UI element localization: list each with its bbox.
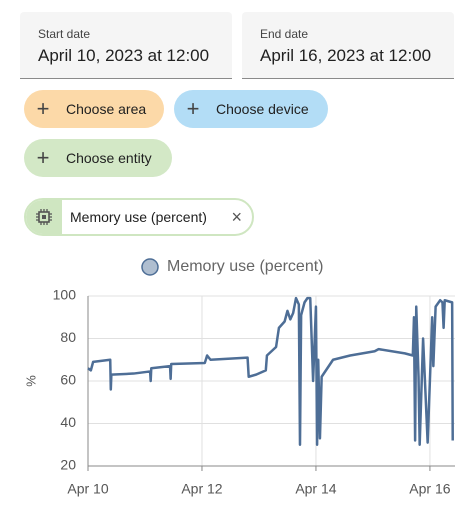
start-date[interactable]: Start date April 10, 2023 at 12:00	[20, 12, 232, 79]
y-tick-label: 40	[60, 414, 76, 430]
chip-icon-svg	[36, 209, 52, 225]
choose-device[interactable]: + Choose device	[174, 90, 328, 128]
legend-marker	[141, 258, 159, 276]
y-tick-label: 100	[53, 287, 77, 303]
end-date[interactable]: End date April 16, 2023 at 12:00	[242, 12, 454, 79]
series-line	[87, 296, 454, 446]
chip-label: Choose device	[216, 101, 309, 117]
chip-icon	[26, 200, 62, 234]
start-label: Start date	[38, 27, 91, 41]
selected-entity-chip: Memory use (percent) ×	[24, 198, 254, 236]
choose-area[interactable]: + Choose area	[24, 90, 164, 128]
end-value: April 16, 2023 at 12:00	[260, 46, 432, 65]
start-value: April 10, 2023 at 12:00	[38, 46, 210, 65]
x-tick-label: Apr 12	[181, 481, 222, 497]
chip-label: Choose area	[66, 101, 147, 117]
y-tick-label: 60	[60, 372, 76, 388]
chip-label: Choose entity	[66, 150, 152, 166]
end-label: End date	[260, 27, 309, 41]
x-tick-label: Apr 10	[67, 481, 108, 497]
y-tick-label: 20	[60, 457, 76, 473]
entity-name: Memory use (percent)	[70, 209, 207, 225]
choose-entity[interactable]: + Choose entity	[24, 139, 172, 177]
remove-button[interactable]: ×	[231, 206, 242, 227]
y-axis-label: %	[23, 375, 38, 387]
x-tick-label: Apr 16	[409, 481, 450, 497]
legend-label: Memory use (percent)	[167, 258, 324, 275]
x-tick-label: Apr 14	[295, 481, 336, 497]
y-tick-label: 80	[60, 329, 76, 345]
